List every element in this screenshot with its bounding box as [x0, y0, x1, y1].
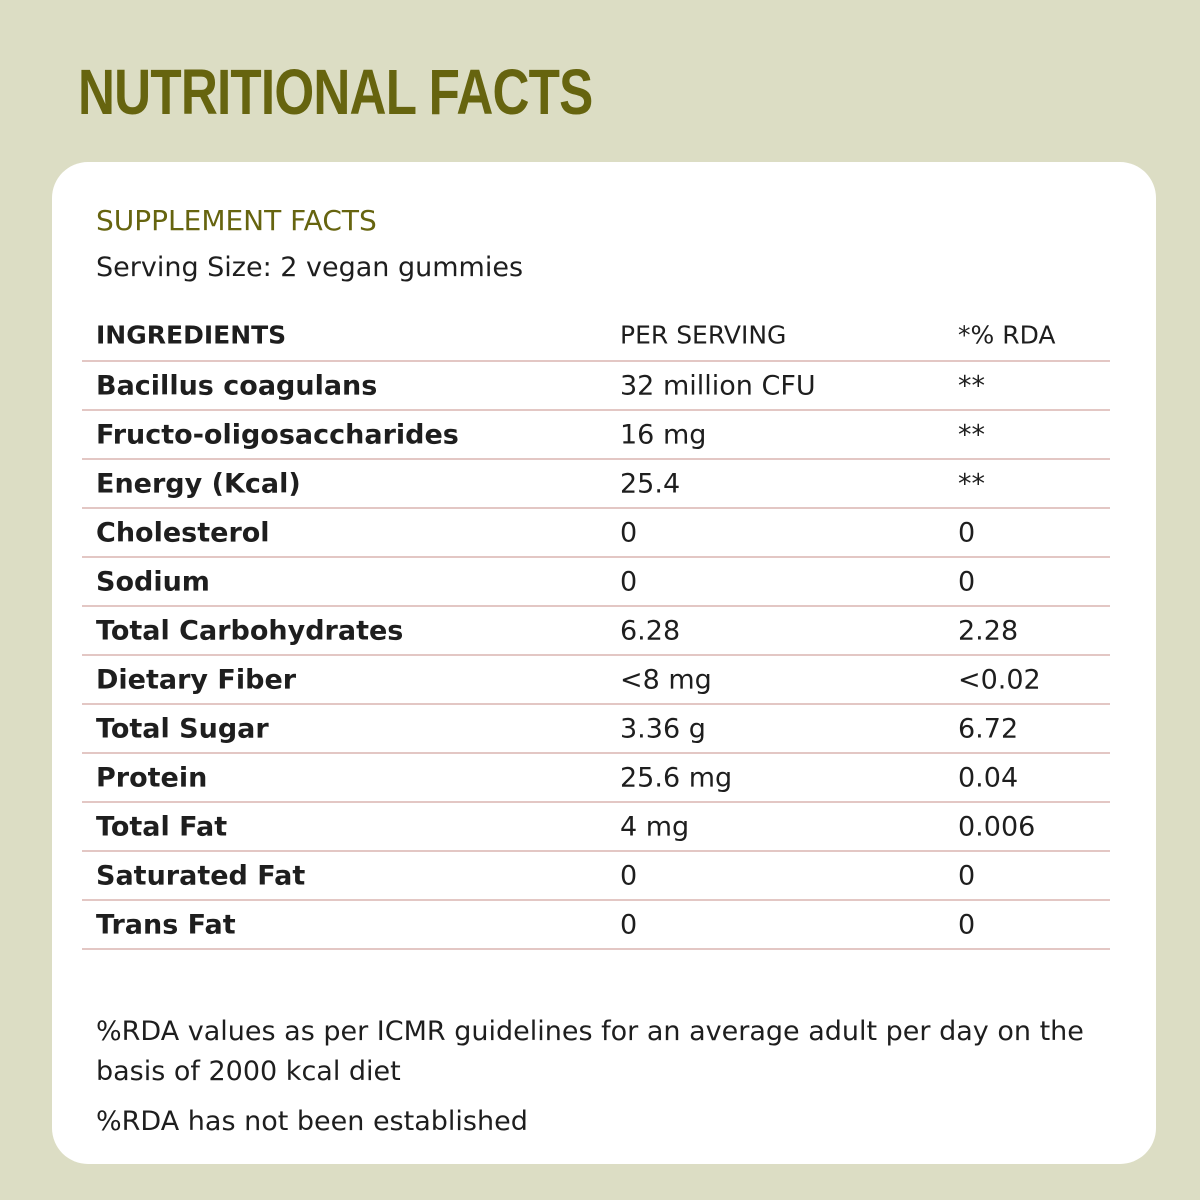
rda-cell: <0.02 [958, 664, 1041, 695]
ingredient-cell: Protein [96, 762, 208, 793]
footnote-rda-not-established: %RDA has not been established [96, 1106, 528, 1137]
column-header-rda: *% RDA [958, 320, 1056, 350]
table-row: Protein 25.6 mg 0.04 [82, 754, 1110, 803]
footnote-rda-guidelines: %RDA values as per ICMR guidelines for a… [96, 1016, 1084, 1087]
per-serving-cell: 0 [620, 566, 638, 597]
per-serving-cell: 32 million CFU [620, 370, 816, 401]
per-serving-cell: 0 [620, 909, 638, 940]
rda-cell: 0 [958, 909, 976, 940]
per-serving-cell: 6.28 [620, 615, 681, 646]
table-row: Fructo-oligosaccharides 16 mg ** [82, 411, 1110, 460]
rda-cell: ** [958, 419, 985, 450]
table-row: Saturated Fat 0 0 [82, 852, 1110, 901]
table-row: Total Fat 4 mg 0.006 [82, 803, 1110, 852]
rda-cell: 0.006 [958, 811, 1036, 842]
ingredient-cell: Sodium [96, 566, 210, 597]
table-row: Bacillus coagulans 32 million CFU ** [82, 362, 1110, 411]
per-serving-cell: 0 [620, 517, 638, 548]
page-title: NUTRITIONAL FACTS [78, 56, 593, 128]
rda-cell: 0 [958, 566, 976, 597]
supplement-facts-heading: SUPPLEMENT FACTS [96, 204, 377, 237]
supplement-facts-card: SUPPLEMENT FACTS Serving Size: 2 vegan g… [52, 162, 1156, 1164]
per-serving-cell: 4 mg [620, 811, 690, 842]
per-serving-cell: <8 mg [620, 664, 712, 695]
rda-cell: ** [958, 370, 985, 401]
ingredient-cell: Total Carbohydrates [96, 615, 404, 646]
per-serving-cell: 3.36 g [620, 713, 706, 744]
ingredient-cell: Cholesterol [96, 517, 270, 548]
ingredient-cell: Energy (Kcal) [96, 468, 301, 499]
table-row: Sodium 0 0 [82, 558, 1110, 607]
nutrition-table: INGREDIENTS PER SERVING *% RDA Bacillus … [82, 310, 1110, 950]
ingredient-cell: Bacillus coagulans [96, 370, 378, 401]
table-header-row: INGREDIENTS PER SERVING *% RDA [82, 310, 1110, 362]
per-serving-cell: 16 mg [620, 419, 707, 450]
table-row: Total Sugar 3.36 g 6.72 [82, 705, 1110, 754]
ingredient-cell: Trans Fat [96, 909, 236, 940]
per-serving-cell: 25.6 mg [620, 762, 733, 793]
table-row: Dietary Fiber <8 mg <0.02 [82, 656, 1110, 705]
table-row: Energy (Kcal) 25.4 ** [82, 460, 1110, 509]
rda-cell: 0 [958, 517, 976, 548]
ingredient-cell: Total Fat [96, 811, 228, 842]
rda-cell: 2.28 [958, 615, 1019, 646]
ingredient-cell: Total Sugar [96, 713, 269, 744]
serving-size: Serving Size: 2 vegan gummies [96, 252, 524, 283]
column-header-ingredients: INGREDIENTS [96, 320, 287, 350]
rda-cell: 0 [958, 860, 976, 891]
table-body: Bacillus coagulans 32 million CFU ** Fructo… [82, 362, 1110, 950]
rda-cell: 6.72 [958, 713, 1019, 744]
ingredient-cell: Fructo-oligosaccharides [96, 419, 459, 450]
ingredient-cell: Dietary Fiber [96, 664, 297, 695]
ingredient-cell: Saturated Fat [96, 860, 306, 891]
rda-cell: 0.04 [958, 762, 1019, 793]
column-header-per-serving: PER SERVING [620, 320, 787, 350]
footnotes: %RDA values as per ICMR guidelines for a… [96, 1012, 1126, 1152]
table-row: Total Carbohydrates 6.28 2.28 [82, 607, 1110, 656]
per-serving-cell: 25.4 [620, 468, 681, 499]
table-row: Cholesterol 0 0 [82, 509, 1110, 558]
table-row: Trans Fat 0 0 [82, 901, 1110, 950]
per-serving-cell: 0 [620, 860, 638, 891]
rda-cell: ** [958, 468, 985, 499]
